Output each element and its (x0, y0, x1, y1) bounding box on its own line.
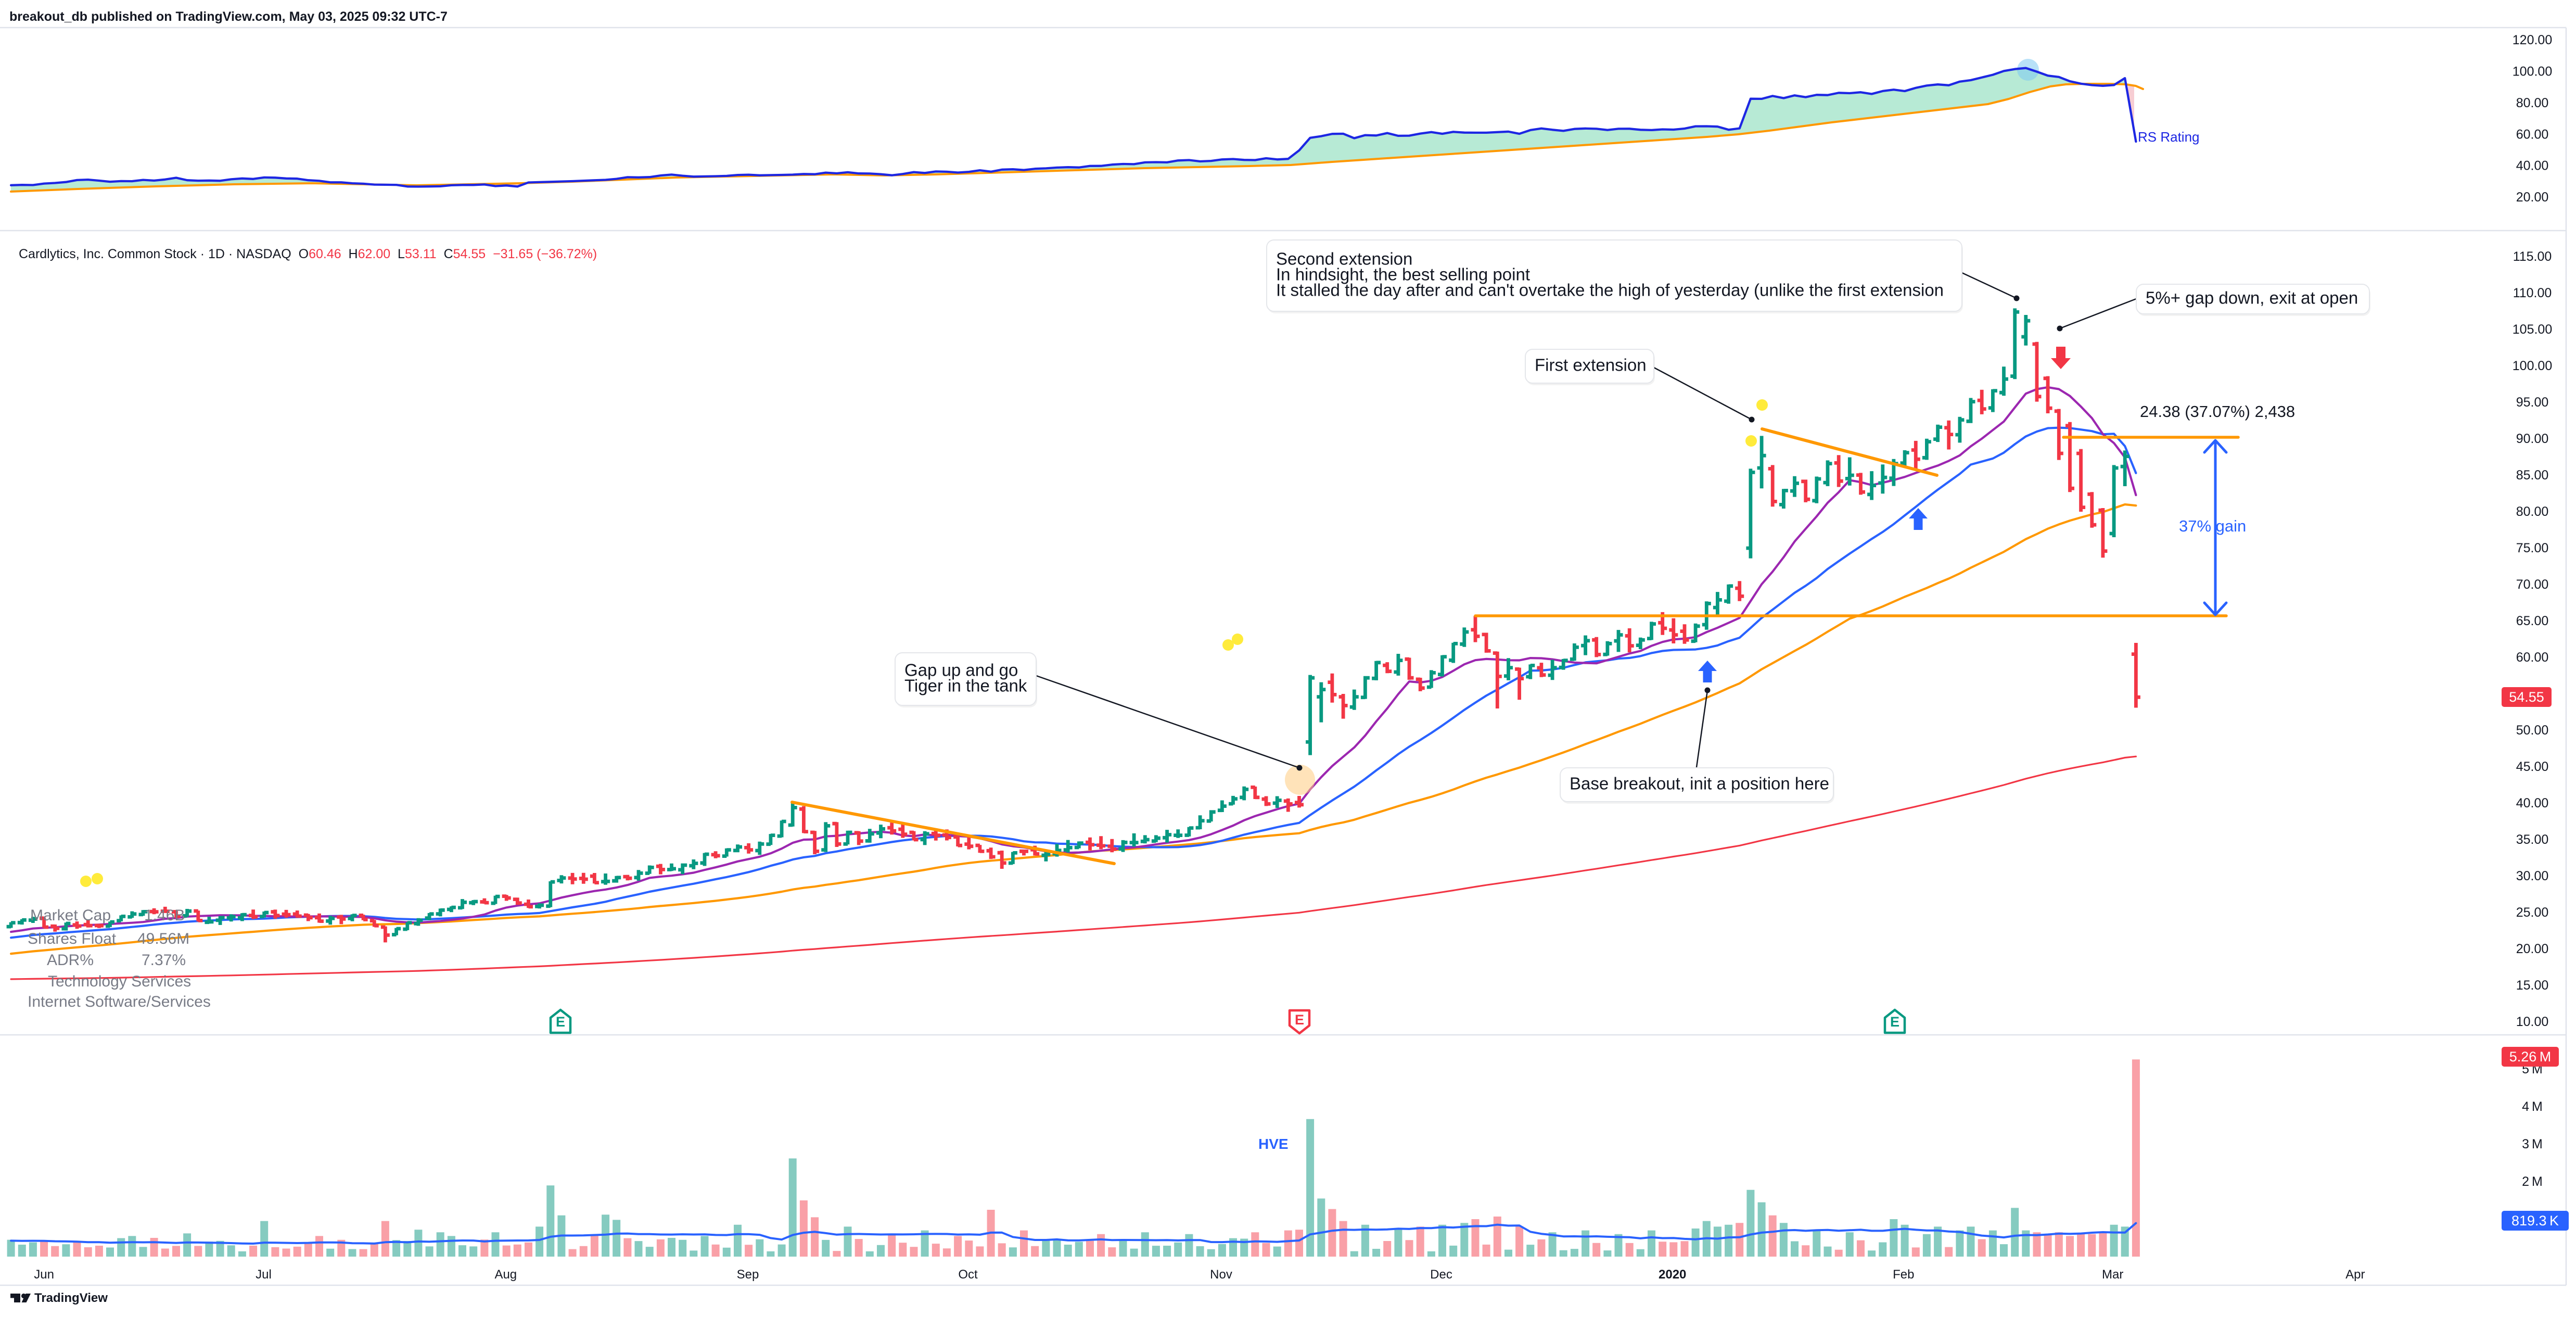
svg-text:20.00: 20.00 (2516, 190, 2549, 205)
svg-text:3 M: 3 M (2522, 1137, 2543, 1151)
svg-text:60.00: 60.00 (2516, 650, 2549, 665)
svg-text:Jun: Jun (34, 1268, 54, 1282)
svg-text:80.00: 80.00 (2516, 96, 2549, 110)
svg-text:TradingView: TradingView (34, 1291, 108, 1305)
svg-text:ADR%: ADR% (47, 952, 94, 969)
svg-text:819.3 K: 819.3 K (2511, 1213, 2559, 1229)
svg-text:Sep: Sep (737, 1268, 759, 1282)
svg-text:25.00: 25.00 (2516, 905, 2549, 920)
svg-text:4 M: 4 M (2522, 1099, 2543, 1114)
svg-text:2 M: 2 M (2522, 1174, 2543, 1189)
svg-text:70.00: 70.00 (2516, 577, 2549, 592)
svg-text:E: E (1890, 1014, 1899, 1030)
svg-text:15.00: 15.00 (2516, 978, 2549, 993)
svg-text:Aug: Aug (494, 1268, 517, 1282)
svg-text:110.00: 110.00 (2513, 286, 2552, 300)
svg-text:First extension: First extension (1535, 356, 1647, 375)
svg-text:breakout_db published on Tradi: breakout_db published on TradingView.com… (9, 9, 448, 24)
svg-text:60.00: 60.00 (2516, 127, 2549, 142)
svg-text:90.00: 90.00 (2516, 432, 2549, 446)
svg-text:49.56M: 49.56M (137, 930, 189, 947)
svg-text:5.26 M: 5.26 M (2509, 1049, 2551, 1065)
svg-text:Mar: Mar (2102, 1268, 2123, 1282)
svg-text:RS Rating: RS Rating (2138, 129, 2200, 145)
svg-text:HVE: HVE (1258, 1136, 1289, 1152)
svg-text:Tiger in the tank: Tiger in the tank (904, 676, 1027, 695)
svg-text:1.46B: 1.46B (144, 907, 185, 924)
svg-text:It stalled the day after and c: It stalled the day after and can't overt… (1276, 281, 1944, 300)
svg-text:40.00: 40.00 (2516, 159, 2549, 173)
svg-text:37% gain: 37% gain (2179, 517, 2246, 535)
svg-text:7.37%: 7.37% (142, 952, 186, 969)
svg-text:Dec: Dec (1430, 1268, 1452, 1282)
svg-text:Shares Float: Shares Float (28, 930, 117, 947)
svg-text:65.00: 65.00 (2516, 614, 2549, 628)
svg-text:Feb: Feb (1893, 1268, 1914, 1282)
svg-text:30.00: 30.00 (2516, 869, 2549, 883)
svg-text:100.00: 100.00 (2513, 359, 2552, 373)
svg-text:Cardlytics, Inc. Common Stock: Cardlytics, Inc. Common Stock · 1D · NAS… (19, 247, 597, 261)
svg-text:5%+ gap down, exit at open: 5%+ gap down, exit at open (2146, 288, 2358, 308)
svg-text:100.00: 100.00 (2513, 64, 2552, 79)
svg-text:54.55: 54.55 (2509, 689, 2544, 705)
svg-text:Apr: Apr (2345, 1268, 2365, 1282)
svg-text:Market Cap: Market Cap (30, 907, 111, 924)
svg-text:120.00: 120.00 (2513, 33, 2552, 47)
svg-text:115.00: 115.00 (2513, 249, 2552, 264)
svg-text:50.00: 50.00 (2516, 723, 2549, 738)
svg-text:E: E (1295, 1012, 1304, 1028)
svg-text:95.00: 95.00 (2516, 395, 2549, 410)
svg-text:2020: 2020 (1659, 1268, 1686, 1282)
svg-text:24.38 (37.07%) 2,438: 24.38 (37.07%) 2,438 (2140, 402, 2295, 421)
svg-text:E: E (556, 1014, 565, 1030)
svg-text:Second extension: Second extension (1276, 249, 1412, 269)
svg-text:20.00: 20.00 (2516, 942, 2549, 956)
svg-text:85.00: 85.00 (2516, 468, 2549, 483)
svg-text:80.00: 80.00 (2516, 504, 2549, 519)
svg-text:Nov: Nov (1210, 1268, 1232, 1282)
svg-text:Base breakout, init a position: Base breakout, init a position here (1570, 774, 1829, 793)
svg-text:Internet Software/Services: Internet Software/Services (28, 993, 211, 1010)
svg-text:In hindsight, the best selling: In hindsight, the best selling point (1276, 265, 1530, 284)
svg-text:Oct: Oct (958, 1268, 978, 1282)
svg-text:75.00: 75.00 (2516, 541, 2549, 555)
svg-text:10.00: 10.00 (2516, 1015, 2549, 1029)
svg-text:45.00: 45.00 (2516, 759, 2549, 774)
svg-text:Technology Services: Technology Services (48, 973, 191, 990)
svg-text:35.00: 35.00 (2516, 832, 2549, 847)
svg-text:Gap up and go: Gap up and go (904, 661, 1018, 680)
svg-text:105.00: 105.00 (2513, 322, 2552, 337)
svg-text:40.00: 40.00 (2516, 796, 2549, 811)
svg-text:Jul: Jul (256, 1268, 272, 1282)
